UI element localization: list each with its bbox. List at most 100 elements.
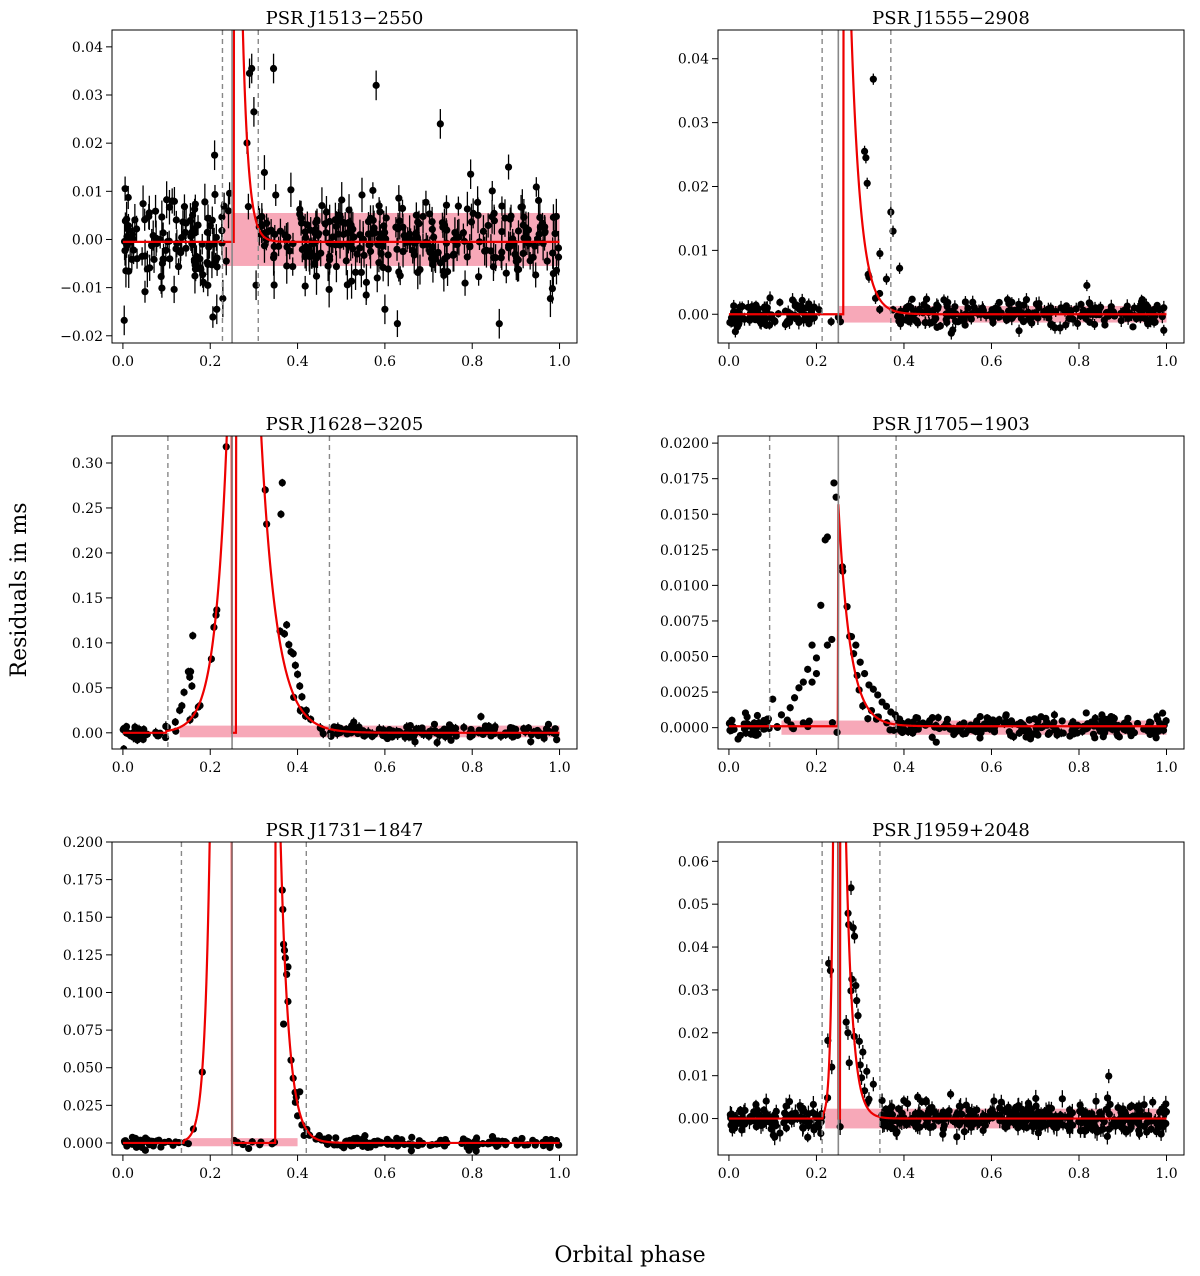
data-point: [375, 235, 383, 243]
data-point: [149, 232, 157, 240]
data-point: [467, 170, 475, 178]
data-point: [808, 641, 816, 649]
panel-title: PSR J1555−2908: [872, 8, 1030, 29]
data-point: [828, 719, 837, 727]
y-tick-label: 0.02: [72, 136, 103, 152]
x-tick-label: 0.2: [199, 760, 221, 776]
data-point: [212, 233, 220, 242]
panel-5: PSR J1731−1847 0.0 0.2 0.4 0.6 0.8 1.0 0.000 0.0…: [63, 820, 578, 1182]
data-point: [518, 1134, 526, 1143]
data-point: [869, 685, 877, 693]
x-tick-label: 0.2: [199, 1166, 221, 1182]
data-point: [211, 151, 219, 159]
data-point: [278, 479, 286, 487]
data-point: [955, 1102, 964, 1110]
data-point: [1025, 716, 1033, 724]
data-point: [1129, 323, 1137, 331]
y-tick-label: 0.00: [72, 232, 103, 248]
y-tick-label: 0.00: [72, 726, 103, 742]
data-point: [1146, 730, 1154, 739]
model-curve: [728, 842, 1167, 1120]
data-point: [1071, 729, 1079, 737]
data-point: [303, 221, 311, 229]
data-point: [141, 288, 149, 296]
data-point: [124, 222, 133, 230]
data-point: [157, 1143, 165, 1151]
y-tick-label: 0.050: [63, 1061, 103, 1077]
data-point: [204, 260, 212, 269]
data-point: [403, 723, 411, 731]
data-point: [746, 316, 754, 324]
data-point: [1099, 1125, 1107, 1133]
data-point: [862, 154, 870, 162]
data-point: [1045, 729, 1053, 737]
data-point: [973, 1106, 981, 1114]
data-point: [805, 315, 814, 323]
data-point: [180, 688, 188, 696]
data-point: [220, 202, 228, 210]
data-point: [828, 635, 836, 644]
data-point: [1092, 1097, 1100, 1105]
data-point: [777, 711, 786, 719]
data-point: [904, 718, 912, 726]
data-point: [970, 1120, 978, 1128]
data-point: [1057, 304, 1065, 312]
data-point: [1072, 305, 1080, 313]
data-point: [324, 262, 332, 270]
data-point: [182, 219, 190, 227]
data-point: [894, 1105, 903, 1113]
plot-frame: [111, 841, 578, 1156]
data-point: [1058, 1095, 1066, 1103]
data-point: [518, 203, 526, 211]
data-point: [730, 302, 738, 310]
data-point: [219, 294, 227, 303]
data-point: [178, 702, 186, 710]
data-point: [466, 733, 474, 741]
data-point: [373, 274, 381, 282]
data-point: [918, 1098, 926, 1106]
data-point: [934, 304, 942, 313]
data-point: [399, 223, 407, 231]
data-point: [1103, 1132, 1111, 1141]
data-point: [852, 982, 860, 990]
data-point: [379, 242, 387, 250]
data-point: [1007, 717, 1016, 725]
data-point: [1097, 724, 1105, 732]
data-point: [129, 235, 137, 243]
data-point: [1044, 1120, 1052, 1128]
data-point: [1062, 302, 1071, 310]
data-point: [322, 229, 330, 237]
data-point: [827, 318, 835, 326]
data-point: [804, 665, 812, 673]
y-tick-label: 0.125: [63, 948, 103, 964]
data-point: [891, 1125, 899, 1134]
data-point: [324, 1134, 333, 1142]
data-point: [467, 725, 475, 734]
data-point: [412, 211, 420, 219]
data-point: [124, 193, 132, 202]
data-point: [833, 728, 841, 736]
data-point: [163, 196, 171, 204]
data-point: [315, 1132, 323, 1140]
data-point: [1149, 1098, 1157, 1106]
data-point: [1114, 1104, 1122, 1112]
data-point: [1051, 324, 1059, 332]
x-tick-label: 0.2: [805, 354, 827, 370]
x-tick-label: 0.8: [1068, 354, 1090, 370]
model-curve: [122, 30, 560, 243]
x-tick-label: 0.4: [286, 1166, 308, 1182]
data-point: [131, 216, 139, 224]
data-point: [1042, 714, 1050, 722]
data-point: [788, 296, 797, 304]
x-tick-label: 0.2: [805, 760, 827, 776]
data-point: [795, 684, 803, 692]
data-point: [381, 228, 389, 237]
data-point: [172, 216, 180, 224]
data-point: [1117, 316, 1125, 325]
data-point: [953, 1133, 961, 1141]
data-point: [951, 303, 959, 311]
x-tick-label: 0.4: [286, 760, 308, 776]
x-tick-label: 0.2: [199, 354, 221, 370]
x-tick-label: 0.6: [980, 354, 1002, 370]
data-point: [317, 249, 325, 257]
